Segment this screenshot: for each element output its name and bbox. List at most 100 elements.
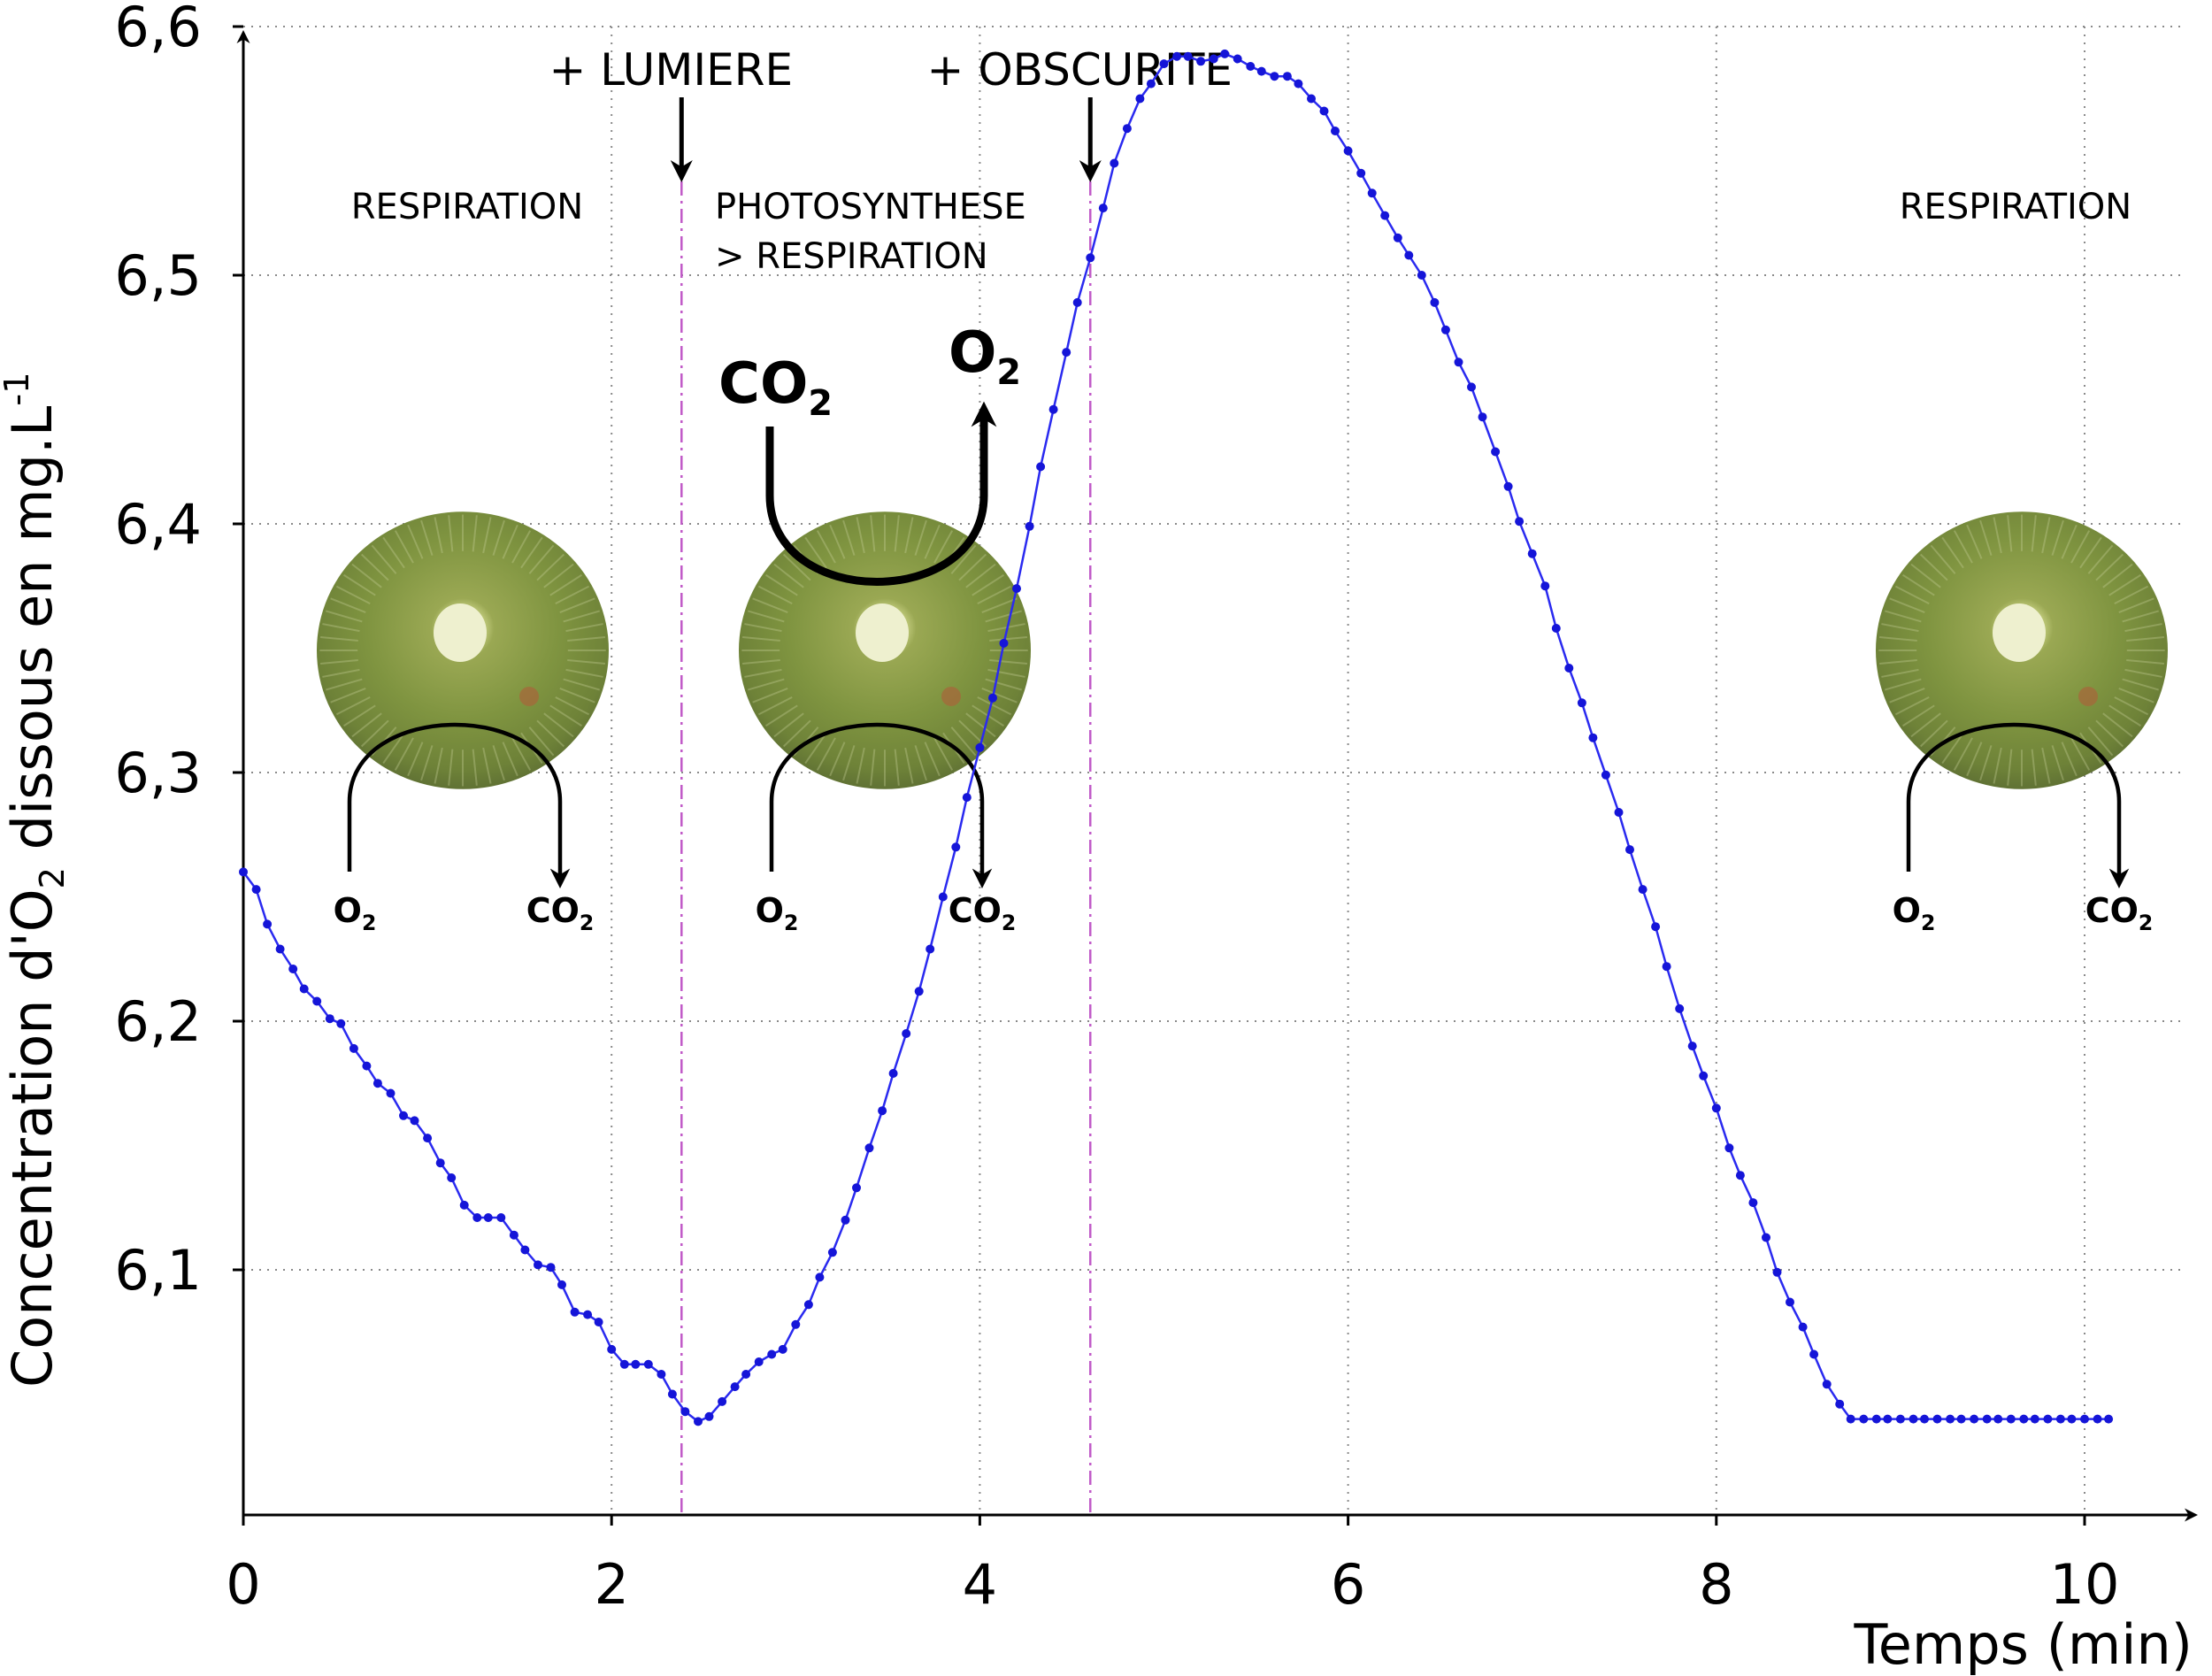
data-point bbox=[1233, 54, 1242, 64]
data-point bbox=[594, 1318, 603, 1326]
data-point bbox=[938, 892, 948, 902]
data-point bbox=[1920, 1414, 1929, 1424]
data-point bbox=[2104, 1414, 2114, 1424]
tick-marks bbox=[233, 25, 2086, 1526]
data-point bbox=[299, 984, 309, 994]
cell-stria bbox=[351, 563, 382, 588]
data-point bbox=[546, 1263, 556, 1272]
cell-stria bbox=[343, 704, 376, 727]
data-point bbox=[1871, 1414, 1881, 1424]
cell-stria bbox=[1919, 553, 1948, 581]
series-oxygen bbox=[239, 49, 2114, 1426]
data-point bbox=[472, 1213, 482, 1222]
cell-stria bbox=[773, 563, 804, 588]
cell-stria bbox=[528, 544, 555, 574]
data-point bbox=[1256, 66, 1266, 76]
cell-stria bbox=[1993, 747, 2002, 784]
cell-stria bbox=[502, 524, 518, 559]
data-point bbox=[1478, 412, 1487, 422]
cell-stria bbox=[394, 737, 414, 771]
data-point bbox=[239, 867, 248, 877]
data-point bbox=[1440, 325, 1450, 334]
cell-stria bbox=[472, 515, 478, 552]
co2-label: CO2 bbox=[949, 891, 1017, 935]
data-point bbox=[288, 965, 298, 973]
cell-stria bbox=[559, 597, 595, 613]
cell-stria bbox=[2061, 524, 2078, 559]
data-point bbox=[1909, 1414, 1918, 1424]
cell-stria bbox=[434, 517, 443, 554]
cell-stria bbox=[870, 515, 876, 552]
data-point bbox=[483, 1213, 493, 1222]
data-point bbox=[803, 1300, 813, 1310]
data-point bbox=[1675, 1003, 1685, 1013]
data-point bbox=[2006, 1414, 2016, 1424]
cell-stria bbox=[1910, 712, 1941, 738]
cell-stria bbox=[1966, 742, 1983, 777]
data-point bbox=[373, 1079, 382, 1088]
phase-label: RESPIRATION bbox=[1900, 187, 2131, 227]
cell-stria bbox=[1889, 597, 1925, 613]
cell-stria bbox=[1919, 719, 1948, 748]
data-point bbox=[1036, 462, 1046, 472]
data-point bbox=[1724, 1143, 1734, 1153]
cell-stria bbox=[335, 696, 371, 716]
cell-stria bbox=[981, 688, 1018, 703]
cell-stria bbox=[448, 515, 454, 552]
cell-stria bbox=[319, 635, 358, 642]
tick-labels: 0 2 4 6 8 10 6,1 6,2 6,3 6,4 6,5 6,6 bbox=[114, 0, 2119, 1617]
axes bbox=[236, 30, 2198, 1522]
cell-stria bbox=[765, 573, 798, 596]
cell-stria bbox=[536, 719, 565, 748]
data-point bbox=[1638, 885, 1647, 895]
data-point bbox=[447, 1173, 457, 1182]
cell-stria bbox=[842, 745, 856, 781]
data-point bbox=[1417, 271, 1426, 280]
event-label-light: + LUMIERE bbox=[549, 44, 793, 96]
data-point bbox=[852, 1183, 861, 1193]
data-point bbox=[2093, 1414, 2102, 1424]
data-point bbox=[902, 1029, 911, 1038]
data-point bbox=[570, 1307, 580, 1317]
data-point bbox=[1699, 1071, 1709, 1080]
cell-stria bbox=[782, 719, 811, 748]
cell-spot bbox=[519, 687, 539, 706]
cell-stria bbox=[1884, 678, 1922, 691]
cell-stria bbox=[360, 553, 389, 581]
cell-stria bbox=[322, 623, 360, 633]
data-point bbox=[557, 1280, 566, 1289]
data-point bbox=[1430, 297, 1440, 307]
cell-stria bbox=[1910, 563, 1941, 588]
data-point bbox=[1970, 1414, 1979, 1424]
data-point bbox=[1527, 549, 1537, 558]
x-tick-label: 0 bbox=[226, 1552, 260, 1617]
data-point bbox=[1809, 1349, 1819, 1359]
cell-stria bbox=[2031, 515, 2037, 552]
y-tick-label: 6,6 bbox=[114, 0, 202, 59]
data-point bbox=[864, 1143, 874, 1153]
cell-stria bbox=[2108, 573, 2141, 596]
cell-stria bbox=[894, 515, 900, 552]
data-point bbox=[988, 693, 997, 703]
data-point bbox=[1135, 94, 1145, 104]
cell-stria bbox=[989, 635, 1028, 642]
cell-stria bbox=[2095, 553, 2124, 581]
cell-stria bbox=[394, 530, 414, 564]
cell-stria bbox=[407, 524, 424, 559]
cell-stria bbox=[989, 659, 1028, 665]
data-point bbox=[1282, 72, 1292, 81]
data-point bbox=[767, 1349, 777, 1359]
data-point bbox=[2043, 1414, 2053, 1424]
cell-stria bbox=[2087, 544, 2114, 574]
cell-stria bbox=[2070, 530, 2091, 564]
cell-stria bbox=[1878, 659, 1917, 665]
respiration-arrow bbox=[1906, 722, 2130, 888]
data-point bbox=[1515, 517, 1525, 527]
data-point bbox=[619, 1359, 629, 1369]
cell-stria bbox=[567, 659, 606, 665]
data-point bbox=[1540, 581, 1550, 591]
cell-spot bbox=[941, 687, 961, 706]
photosynthesis-arrow-group: CO2 O2 bbox=[718, 320, 1021, 586]
data-point bbox=[975, 742, 985, 752]
data-point bbox=[275, 944, 285, 954]
